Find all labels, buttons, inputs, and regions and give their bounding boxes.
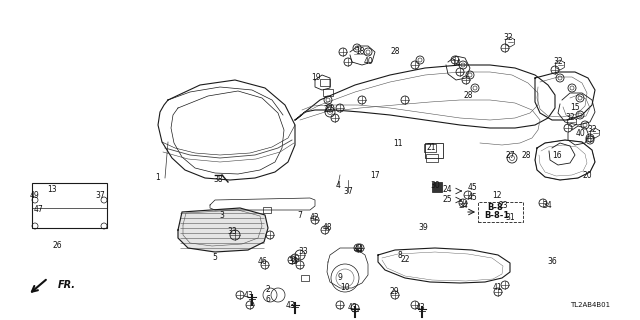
Text: 25: 25	[442, 196, 452, 204]
Text: TL2AB4B01: TL2AB4B01	[570, 302, 610, 308]
Text: 23: 23	[498, 201, 508, 210]
Text: 38: 38	[213, 175, 223, 185]
Text: 27: 27	[323, 106, 333, 115]
Text: 40: 40	[363, 58, 373, 67]
Text: 42: 42	[309, 213, 319, 222]
Text: 27: 27	[505, 150, 515, 159]
Bar	[425, 143, 443, 158]
Text: 35: 35	[288, 258, 298, 267]
Bar	[426, 154, 438, 162]
Polygon shape	[178, 208, 268, 252]
Text: 32: 32	[565, 114, 575, 123]
Text: 22: 22	[400, 255, 410, 265]
Text: 31: 31	[505, 213, 515, 222]
Text: 43: 43	[285, 300, 295, 309]
Text: 16: 16	[552, 150, 562, 159]
Text: 33: 33	[227, 228, 237, 236]
Text: 48: 48	[322, 223, 332, 233]
Text: 19: 19	[311, 74, 321, 83]
Text: 45: 45	[467, 183, 477, 193]
Text: 34: 34	[458, 201, 468, 210]
Bar	[323, 89, 333, 95]
Text: 32: 32	[503, 34, 513, 43]
Text: 9: 9	[337, 274, 342, 283]
Text: 3: 3	[220, 211, 225, 220]
Text: 43: 43	[415, 303, 425, 313]
Text: 10: 10	[340, 284, 350, 292]
Text: B-8: B-8	[487, 204, 503, 212]
Bar	[263, 207, 271, 213]
Text: 12: 12	[492, 191, 502, 201]
Text: 6: 6	[266, 295, 271, 305]
Text: 28: 28	[463, 91, 473, 100]
Bar	[301, 275, 309, 281]
Bar	[320, 78, 330, 85]
Text: 11: 11	[393, 139, 403, 148]
Bar	[32, 183, 107, 228]
Text: FR.: FR.	[58, 280, 76, 290]
Text: 28: 28	[390, 47, 400, 57]
Text: 41: 41	[492, 284, 502, 292]
Text: 37: 37	[343, 188, 353, 196]
Text: 44: 44	[353, 245, 363, 254]
Text: 37: 37	[95, 190, 105, 199]
Text: 30: 30	[430, 180, 440, 189]
Text: 1: 1	[156, 173, 161, 182]
Text: 40: 40	[575, 129, 585, 138]
Text: 28: 28	[521, 150, 531, 159]
Text: 2: 2	[266, 285, 270, 294]
Text: 34: 34	[542, 201, 552, 210]
Text: 8: 8	[397, 251, 403, 260]
Text: 21: 21	[426, 143, 436, 153]
Text: 14: 14	[451, 59, 461, 68]
Text: 49: 49	[29, 191, 39, 201]
Text: 4: 4	[335, 180, 340, 189]
Text: 13: 13	[47, 186, 57, 195]
Bar	[478, 202, 523, 222]
Text: 20: 20	[582, 171, 592, 180]
Text: 32: 32	[587, 125, 597, 134]
Text: 45: 45	[467, 194, 477, 203]
Text: 24: 24	[442, 186, 452, 195]
Text: B-8-1: B-8-1	[484, 212, 509, 220]
Text: 17: 17	[370, 171, 380, 180]
Text: 43: 43	[347, 303, 357, 313]
Bar	[424, 144, 436, 152]
Text: 33: 33	[298, 247, 308, 257]
Text: 18: 18	[355, 47, 365, 57]
Text: 43: 43	[243, 291, 253, 300]
Text: 15: 15	[570, 103, 580, 113]
Bar	[432, 182, 442, 192]
Text: 29: 29	[389, 287, 399, 297]
Text: 46: 46	[257, 258, 267, 267]
Text: 39: 39	[418, 223, 428, 233]
Text: 47: 47	[33, 205, 43, 214]
Text: 32: 32	[553, 58, 563, 67]
Text: 5: 5	[212, 253, 218, 262]
Text: 7: 7	[298, 211, 303, 220]
Text: 36: 36	[547, 258, 557, 267]
Text: 26: 26	[52, 241, 62, 250]
